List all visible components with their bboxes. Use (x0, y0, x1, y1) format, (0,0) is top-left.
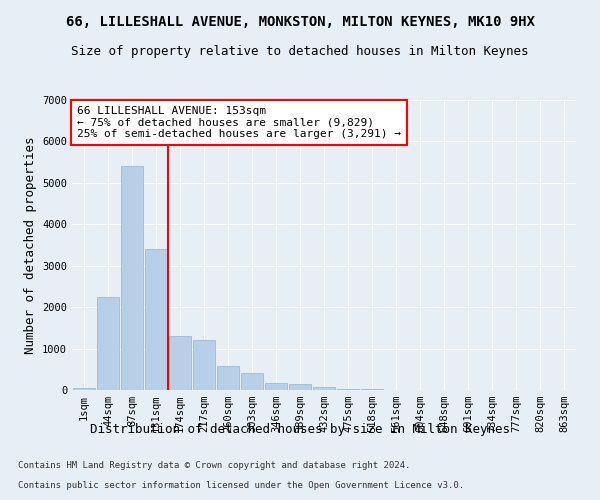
Text: Contains public sector information licensed under the Open Government Licence v3: Contains public sector information licen… (18, 481, 464, 490)
Bar (217, 366, 239, 390)
Y-axis label: Number of detached properties: Number of detached properties (23, 136, 37, 354)
Text: 66 LILLESHALL AVENUE: 153sqm
← 75% of detached houses are smaller (9,829)
25% of: 66 LILLESHALL AVENUE: 153sqm ← 75% of de… (77, 106, 401, 139)
Bar (193, 340, 215, 390)
Text: Size of property relative to detached houses in Milton Keynes: Size of property relative to detached ho… (71, 45, 529, 58)
Bar (289, 384, 311, 390)
Bar (241, 374, 263, 390)
Bar (97, 297, 119, 390)
Bar (265, 383, 287, 390)
Bar (121, 166, 143, 390)
Text: Distribution of detached houses by size in Milton Keynes: Distribution of detached houses by size … (90, 422, 510, 436)
Bar (313, 386, 335, 390)
Text: Contains HM Land Registry data © Crown copyright and database right 2024.: Contains HM Land Registry data © Crown c… (18, 461, 410, 470)
Bar (145, 249, 167, 390)
Bar (73, 388, 95, 390)
Bar (337, 389, 359, 390)
Bar (169, 336, 191, 390)
Text: 66, LILLESHALL AVENUE, MONKSTON, MILTON KEYNES, MK10 9HX: 66, LILLESHALL AVENUE, MONKSTON, MILTON … (65, 15, 535, 29)
